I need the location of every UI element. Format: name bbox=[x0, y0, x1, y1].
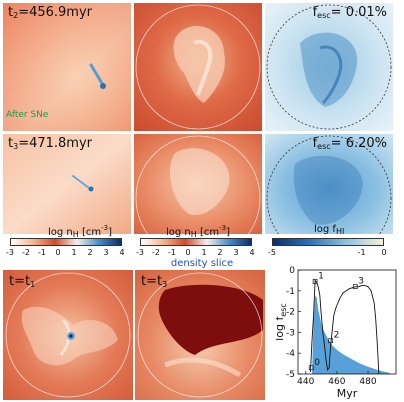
colorbar-tick-label: 0 bbox=[55, 248, 61, 257]
density-slice-caption: density slice bbox=[170, 258, 234, 269]
x-tick-label: 440 bbox=[297, 377, 314, 387]
colorbar-ticks-hi: -5 -1 0 bbox=[268, 248, 387, 258]
colorbar-density-1 bbox=[10, 238, 122, 246]
x-tick-label: 480 bbox=[359, 377, 376, 387]
marker-square bbox=[328, 338, 334, 344]
colorbar-tick-label: 4 bbox=[249, 248, 255, 257]
colorbar-tick-label: -3 bbox=[6, 248, 14, 257]
colorbar-label-density-2: log nH [cm-3] bbox=[166, 224, 230, 239]
y-tick-label: -5 bbox=[286, 370, 295, 380]
density-panel-t3-bottom: t=t3 bbox=[135, 270, 265, 400]
density-map-t3-bottom bbox=[135, 270, 265, 400]
time-label-bottom-t1: t=t1 bbox=[9, 274, 36, 289]
chart-x-ticks: 440 460 480 bbox=[297, 371, 377, 387]
colorbar-ticks-density-1: -3 -2 -1 0 1 2 3 4 bbox=[6, 248, 125, 258]
chart-markers: 0 1 2 3 bbox=[308, 271, 364, 371]
colorbar-tick-label: 0 bbox=[185, 248, 191, 257]
colorbar-tick-label: 1 bbox=[71, 248, 77, 257]
density-map-t3-wide bbox=[134, 134, 262, 234]
marker-label: 0 bbox=[314, 358, 320, 368]
density-panel-t1-bottom: t=t1 bbox=[3, 270, 133, 400]
density-panel-t2-wide bbox=[134, 3, 262, 131]
colorbar-tick-label: -1 bbox=[357, 248, 366, 257]
colorbar-tick-label: -2 bbox=[152, 248, 160, 257]
colorbar-tick-label: 2 bbox=[87, 248, 93, 257]
colorbar-tick-label: -5 bbox=[268, 248, 276, 257]
after-sne-annotation: After SNe bbox=[6, 110, 49, 120]
y-tick-label: -1 bbox=[286, 287, 295, 297]
colorbar-tick-label: -3 bbox=[136, 248, 144, 257]
y-tick-label: -4 bbox=[286, 349, 295, 359]
colorbar-tick-label: 0 bbox=[381, 248, 387, 257]
hi-fraction-map-t2 bbox=[265, 3, 393, 131]
line-series-path bbox=[309, 279, 380, 375]
colorbar-tick-label: -1 bbox=[168, 248, 176, 257]
density-map-t2-wide bbox=[134, 3, 262, 131]
colorbar-tick-label: 3 bbox=[233, 248, 239, 257]
density-map-t1-bottom bbox=[3, 270, 133, 400]
marker-label: 2 bbox=[334, 331, 340, 341]
chart-line-series bbox=[309, 279, 380, 375]
colorbar-tick-label: -2 bbox=[22, 248, 30, 257]
marker-label: 3 bbox=[358, 277, 364, 287]
colorbar-tick-label: 4 bbox=[119, 248, 125, 257]
hi-fraction-map-t3 bbox=[265, 134, 393, 234]
colorbar-tick-label: 1 bbox=[201, 248, 207, 257]
density-panel-t3-wide bbox=[134, 134, 262, 234]
colorbar-tick-label: 3 bbox=[103, 248, 109, 257]
y-tick-label: 0 bbox=[289, 266, 295, 276]
marker-square bbox=[308, 365, 314, 371]
chart-frame bbox=[297, 269, 397, 375]
fesc-value-t3: fesc= 6.20% bbox=[312, 136, 387, 151]
y-tick-label: -2 bbox=[286, 308, 295, 318]
x-tick-label: 460 bbox=[328, 377, 345, 387]
colorbar-hi-fraction bbox=[272, 238, 384, 246]
area-series-path bbox=[312, 296, 390, 374]
chart-y-axis-label: log fesc bbox=[276, 303, 288, 341]
time-label-t3: t3=471.8myr bbox=[8, 136, 93, 151]
colorbar-label-density-1: log nH [cm-3] bbox=[48, 224, 112, 239]
colorbar-tick-label: -1 bbox=[38, 248, 46, 257]
colorbar-ticks-density-2: -3 -2 -1 0 1 2 3 4 bbox=[136, 248, 255, 258]
density-map-t2-zoom bbox=[3, 3, 131, 131]
marker-label: 1 bbox=[318, 271, 324, 281]
time-label-t2: t2=456.9myr bbox=[8, 5, 93, 20]
time-label-bottom-t3: t=t3 bbox=[141, 274, 168, 289]
y-tick-label: -3 bbox=[286, 328, 295, 338]
density-panel-t2-zoom: t2=456.9myr bbox=[3, 3, 131, 131]
density-panel-t3-zoom: t3=471.8myr bbox=[3, 134, 131, 234]
chart-x-axis-label: Myr bbox=[337, 387, 358, 400]
chart-y-ticks: 0 -1 -2 -3 -4 -5 bbox=[286, 266, 301, 380]
fesc-value-t2: fesc= 0.01% bbox=[312, 5, 387, 20]
colorbar-tick-label: 2 bbox=[217, 248, 223, 257]
marker-square bbox=[312, 279, 318, 284]
colorbar-density-2 bbox=[140, 238, 252, 246]
fesc-panel-t2: fesc= 0.01% bbox=[265, 3, 393, 131]
chart-area-series bbox=[312, 296, 390, 374]
fesc-panel-t3: fesc= 6.20% bbox=[265, 134, 393, 234]
marker-square bbox=[352, 284, 358, 289]
colorbar-label-hi: log fHI bbox=[314, 224, 345, 236]
density-map-t3-zoom bbox=[3, 134, 131, 234]
fesc-time-chart: 0 1 2 3 440 460 480 0 -1 -2 -3 -4 -5 Myr log fesc bbox=[276, 266, 397, 400]
